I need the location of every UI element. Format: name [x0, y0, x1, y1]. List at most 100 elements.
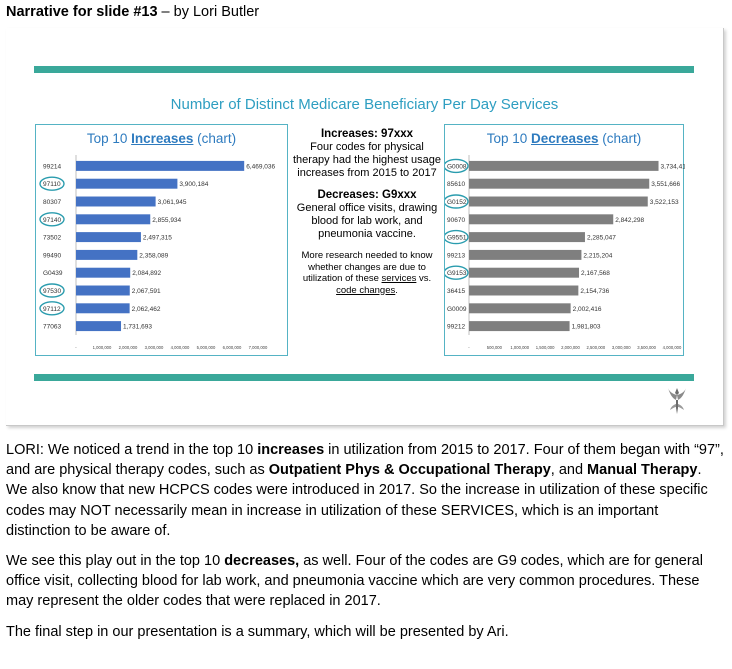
increases-value-label: 1,731,693 — [123, 324, 152, 331]
decreases-heading: Decreases: G9xxx — [317, 189, 417, 201]
increases-category-label: 99490 — [43, 252, 61, 259]
decreases-bar — [469, 249, 582, 260]
bottom-teal-band — [34, 374, 694, 381]
increases-bar — [76, 303, 130, 314]
slide-number-heading: Narrative for slide #13 — [6, 4, 158, 20]
author-byline: – by Lori Butler — [157, 4, 260, 20]
increases-category-label: 73502 — [43, 235, 61, 242]
increases-bar — [76, 285, 130, 296]
increases-bar — [76, 267, 131, 278]
decreases-value-label: 2,167,568 — [581, 270, 610, 277]
code-changes-link-text: code changes — [336, 284, 396, 296]
decreases-value-label: 3,522,153 — [650, 199, 679, 206]
slide-image: Number of Distinct Medicare Beneficiary … — [6, 28, 724, 426]
increases-bar — [76, 232, 141, 243]
increases-bar — [76, 321, 122, 332]
narrative-paragraph-3: The final step in our presentation is a … — [6, 623, 509, 640]
increases-category-label: 97140 — [43, 217, 61, 224]
decreases-value-label: 2,842,298 — [615, 217, 644, 224]
decreases-bar-chart: G0008 3,734,415 85610 3,551,666 G0152 3,522,1… — [445, 155, 685, 350]
decreases-highlight-circle — [445, 229, 469, 245]
decreases-tick-label: - — [468, 345, 470, 350]
slide-middle-notes: Increases: 97xxx Four codes for physical… — [292, 128, 442, 296]
increases-category-label: 77063 — [43, 324, 61, 331]
decreases-category-label: 99212 — [447, 324, 465, 331]
increases-category-label: 99214 — [43, 163, 61, 170]
increases-value-label: 2,497,315 — [143, 235, 172, 242]
decreases-category-label: G0008 — [447, 163, 467, 170]
decreases-bar — [469, 214, 614, 225]
decreases-tick-label: 1,500,000 — [536, 345, 555, 350]
decreases-value-label: 2,154,736 — [580, 288, 609, 295]
increases-tick-label: 4,000,000 — [171, 345, 190, 350]
increases-category-label: 97110 — [43, 181, 61, 188]
decreases-bar — [469, 303, 571, 314]
increases-category-label: 97530 — [43, 288, 61, 295]
decreases-tick-label: 500,000 — [487, 345, 503, 350]
decreases-chart-panel: Top 10 Decreases (chart) G0008 3,734,415 8… — [444, 124, 685, 356]
decreases-highlight-circle — [445, 158, 469, 174]
increases-tick-label: 2,000,000 — [119, 345, 138, 350]
decreases-bar — [469, 178, 650, 189]
narrative-header: Narrative for slide #13 – by Lori Butler — [6, 4, 259, 20]
increases-bar — [76, 249, 138, 260]
decreases-chart-title: Top 10 Decreases (chart) — [486, 131, 642, 146]
increases-value-label: 3,061,945 — [158, 199, 187, 206]
decreases-value-label: 2,002,416 — [573, 306, 602, 313]
increases-chart-title: Top 10 Increases (chart) — [86, 131, 237, 146]
narrative-paragraph-1: LORI: We noticed a trend in the top 10 i… — [6, 442, 724, 539]
decreases-bar — [469, 232, 585, 243]
decreases-bar — [469, 285, 579, 296]
phoenix-logo-icon — [668, 388, 686, 414]
decreases-tick-label: 2,500,000 — [587, 345, 606, 350]
decreases-category-label: 36415 — [447, 288, 465, 295]
services-link-text: services — [381, 273, 417, 284]
decreases-category-label: G0152 — [447, 199, 467, 206]
increases-text: Four codes for physical therapy had the … — [292, 141, 441, 179]
increases-tick-label: - — [75, 345, 77, 350]
increases-bar-chart: 99214 6,469,036 97110 3,900,184 80307 3,061,9… — [39, 155, 275, 350]
increases-highlight-circle — [39, 176, 65, 191]
increases-value-label: 6,469,036 — [246, 163, 275, 170]
decreases-tick-label: 3,000,000 — [612, 345, 631, 350]
decreases-text: General office visits, drawing blood for… — [296, 202, 438, 240]
increases-heading: Increases: 97xxx — [320, 128, 414, 140]
increases-category-label: 80307 — [43, 199, 61, 206]
decreases-category-label: G9153 — [447, 270, 467, 277]
increases-highlight-circle — [39, 283, 65, 298]
increases-value-label: 2,062,462 — [132, 306, 161, 313]
decreases-tick-label: 4,000,000 — [663, 345, 682, 350]
research-note: More research needed to know whether cha… — [301, 250, 433, 296]
increases-bar — [76, 196, 156, 207]
decreases-value-label: 3,551,666 — [651, 181, 680, 188]
increases-category-label: G0439 — [43, 270, 63, 277]
increases-value-label: 2,855,934 — [152, 217, 181, 224]
increases-tick-label: 1,000,000 — [93, 345, 112, 350]
increases-tick-label: 5,000,000 — [197, 345, 216, 350]
increases-chart-panel: Top 10 Increases (chart) 99214 6,469,036 9… — [35, 124, 288, 356]
increases-tick-label: 3,000,000 — [145, 345, 164, 350]
increases-value-label: 3,900,184 — [179, 181, 208, 188]
decreases-bar — [469, 267, 580, 278]
increases-bar — [76, 214, 151, 225]
decreases-bar — [469, 321, 570, 332]
decreases-highlight-circle — [445, 265, 469, 280]
decreases-tick-label: 2,000,000 — [561, 345, 580, 350]
decreases-value-label: 3,734,415 — [661, 163, 685, 170]
decreases-category-label: 90670 — [447, 217, 465, 224]
narrative-body: LORI: We noticed a trend in the top 10 i… — [6, 440, 726, 652]
decreases-tick-label: 3,500,000 — [637, 345, 656, 350]
decreases-category-label: G9551 — [447, 235, 467, 242]
increases-bar — [76, 160, 245, 171]
decreases-category-label: 99213 — [447, 252, 465, 259]
decreases-highlight-circle — [445, 194, 469, 209]
increases-highlight-circle — [39, 212, 65, 227]
increases-tick-label: 7,000,000 — [249, 345, 268, 350]
decreases-value-label: 2,215,204 — [583, 252, 612, 259]
increases-tick-label: 6,000,000 — [223, 345, 242, 350]
increases-bar — [76, 178, 178, 189]
increases-value-label: 2,067,591 — [132, 288, 161, 295]
increases-value-label: 2,084,892 — [132, 270, 161, 277]
decreases-category-label: G0009 — [447, 306, 467, 313]
decreases-bar — [469, 160, 659, 171]
